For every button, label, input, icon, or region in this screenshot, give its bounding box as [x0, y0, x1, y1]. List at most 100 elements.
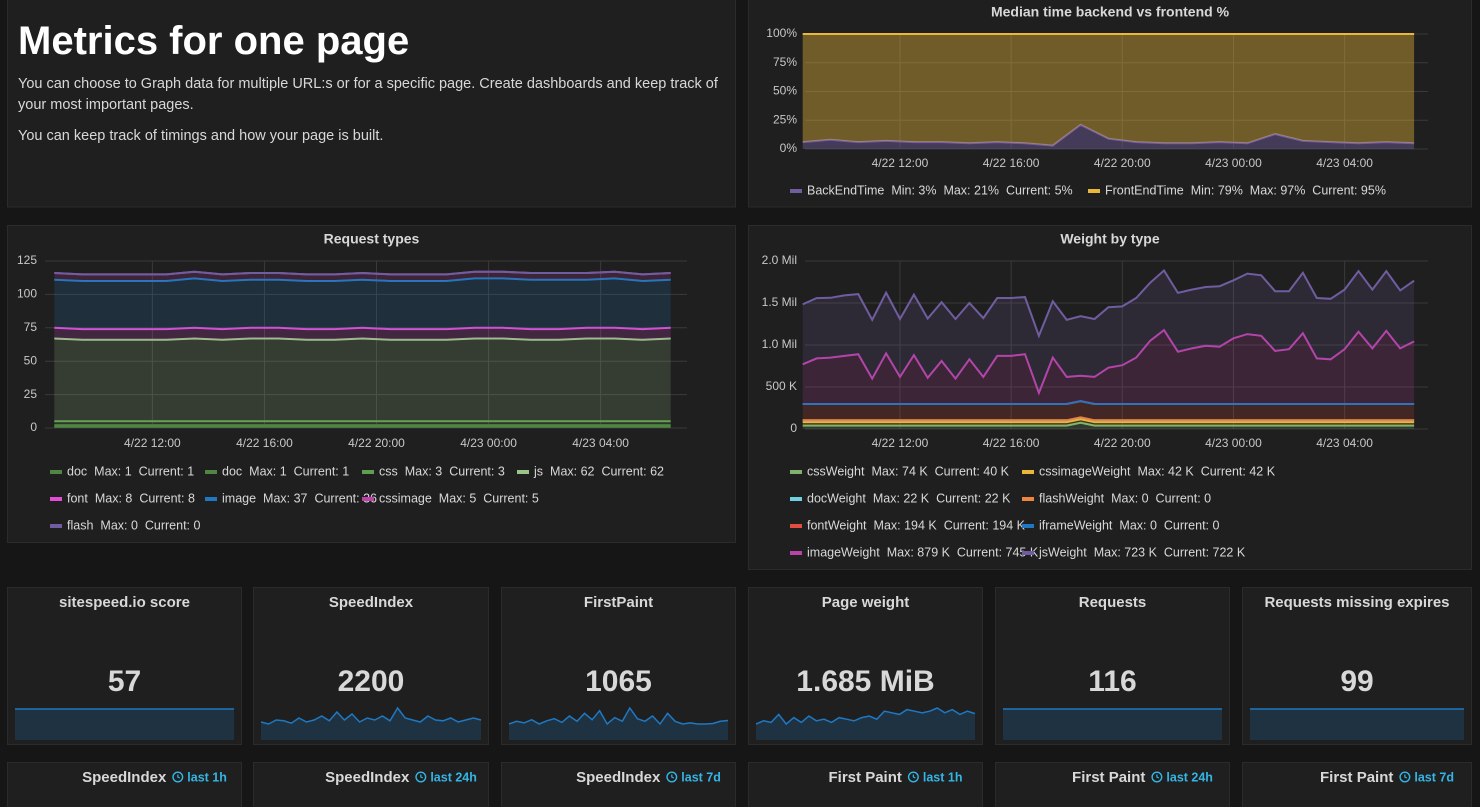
area: [802, 330, 1415, 404]
y-tick-label: 500 K: [766, 379, 797, 393]
legend-swatch: [50, 524, 62, 528]
plot: [54, 270, 671, 428]
legend-stats: Max: 723 K Current: 722 K: [1094, 545, 1246, 559]
legend-label: fontWeight: [807, 518, 867, 532]
line: [54, 326, 671, 331]
plot: [802, 33, 1415, 149]
panel: [748, 225, 1472, 570]
line: [802, 328, 1415, 396]
area: [54, 338, 671, 422]
x-tick-label: 4/22 12:00: [872, 436, 929, 450]
legend-stats: Max: 0 Current: 0: [1111, 491, 1211, 505]
x-tick-label: 4/22 20:00: [1094, 436, 1151, 450]
y-tick-label: 50: [24, 353, 38, 367]
time-range: last 24h: [430, 770, 477, 784]
legend-swatch: [205, 470, 217, 474]
x-tick-label: 4/23 00:00: [460, 436, 517, 450]
legend-label: css: [379, 464, 398, 478]
legend-swatch: [1022, 524, 1034, 528]
clock-hands: [1156, 774, 1160, 779]
stat-value: 116: [1088, 665, 1136, 698]
intro-text: You can keep track of timings and how yo…: [18, 128, 384, 144]
x-tick-label: 4/23 00:00: [1205, 436, 1262, 450]
legend-label: cssimageWeight: [1039, 464, 1131, 478]
legend-label: imageWeight: [807, 545, 880, 559]
legend-swatch: [205, 497, 217, 501]
y-tick-label: 0%: [780, 141, 798, 155]
panel: [1242, 762, 1472, 807]
chart-title: Median time backend vs frontend %: [991, 4, 1230, 20]
stat-title: Requests missing expires: [1264, 594, 1449, 611]
stat-panel: [995, 587, 1230, 745]
chart-title: Request types: [324, 231, 420, 247]
x-tick-label: 4/23 00:00: [1205, 156, 1262, 170]
panel-title: First Paint: [829, 769, 902, 786]
y-tick-label: 25: [24, 387, 38, 401]
x-tick-label: 4/23 04:00: [572, 436, 629, 450]
legend-stats: Max: 5 Current: 5: [439, 491, 539, 505]
time-range: last 1h: [187, 770, 227, 784]
legend-swatch: [1022, 551, 1034, 555]
legend-stats: Max: 22 K Current: 22 K: [873, 491, 1011, 505]
stat-title: FirstPaint: [584, 594, 653, 611]
legend-label: image: [222, 491, 256, 505]
chart-title: Weight by type: [1060, 231, 1160, 247]
y-tick-label: 0: [790, 421, 797, 435]
x-tick-label: 4/22 16:00: [236, 436, 293, 450]
panel: [995, 762, 1230, 807]
legend-label: cssimage: [379, 491, 432, 505]
clock-hands: [420, 774, 424, 779]
sparkline-area: [756, 708, 975, 740]
time-range: last 7d: [681, 770, 721, 784]
y-tick-label: 1.5 Mil: [762, 295, 797, 309]
panel-title: SpeedIndex: [325, 769, 410, 786]
clock-icon: [415, 771, 427, 783]
legend-stats: Max: 37 Current: 36: [263, 491, 377, 505]
legend-label: flashWeight: [1039, 491, 1105, 505]
legend-stats: Max: 62 Current: 62: [550, 464, 664, 478]
panel-title: First Paint: [1072, 769, 1145, 786]
legend-swatch: [517, 470, 529, 474]
panel: [501, 762, 736, 807]
y-tick-label: 0: [30, 420, 37, 434]
x-tick-label: 4/22 20:00: [348, 436, 405, 450]
area: [54, 327, 671, 340]
legend-label: docWeight: [807, 491, 866, 505]
clock-hands: [912, 774, 916, 779]
stat-panel: [1242, 587, 1472, 745]
sparkline: [755, 707, 976, 726]
clock-icon: [172, 771, 184, 783]
line: [802, 400, 1415, 405]
legend-swatch: [790, 551, 802, 555]
clock-icon: [666, 771, 678, 783]
legend-stats: Max: 194 K Current: 194 K: [874, 518, 1026, 532]
clock-hands: [1404, 774, 1408, 779]
sparkline-area: [15, 709, 234, 740]
clock-hands: [177, 774, 181, 779]
y-tick-label: 100%: [766, 26, 797, 40]
stat-panel: [748, 587, 983, 745]
panel: [253, 762, 489, 807]
line: [802, 416, 1415, 422]
legend-stats: Min: 79% Max: 97% Current: 95%: [1191, 183, 1386, 197]
legend-stats: Max: 879 K Current: 745 K: [887, 545, 1039, 559]
line: [802, 268, 1415, 339]
time-range: last 7d: [1414, 770, 1454, 784]
legend-label: flash: [67, 518, 93, 532]
clock-icon: [1399, 771, 1411, 783]
legend-swatch: [790, 189, 802, 193]
panel-title: SpeedIndex: [576, 769, 661, 786]
y-tick-label: 125: [17, 253, 37, 267]
y-tick-label: 25%: [773, 112, 797, 126]
legend-stats: Max: 74 K Current: 40 K: [871, 464, 1009, 478]
legend-stats: Max: 0 Current: 0: [100, 518, 200, 532]
legend-label: cssWeight: [807, 464, 865, 478]
panel: [748, 762, 983, 807]
stat-title: SpeedIndex: [329, 594, 414, 611]
legend-swatch: [50, 497, 62, 501]
sparkline: [508, 706, 729, 726]
stat-panel: [7, 587, 242, 745]
legend-swatch: [50, 470, 62, 474]
x-tick-label: 4/23 04:00: [1316, 436, 1373, 450]
stat-title: Page weight: [822, 594, 910, 611]
